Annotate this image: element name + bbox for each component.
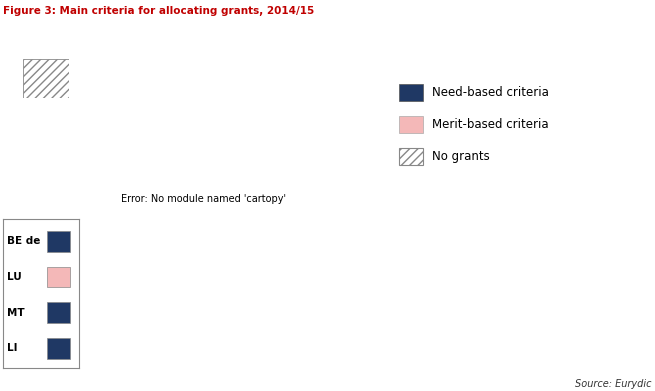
Bar xyxy=(47,267,69,287)
Text: LU: LU xyxy=(7,272,22,282)
Text: Figure 3: Main criteria for allocating grants, 2014/15: Figure 3: Main criteria for allocating g… xyxy=(3,6,314,16)
Legend: Need-based criteria, Merit-based criteria, No grants: Need-based criteria, Merit-based criteri… xyxy=(399,84,549,165)
Text: BE de: BE de xyxy=(7,236,41,246)
Text: LI: LI xyxy=(7,343,18,353)
Bar xyxy=(47,338,69,359)
Bar xyxy=(47,231,69,252)
Text: Source: Eurydic: Source: Eurydic xyxy=(575,379,652,389)
Bar xyxy=(47,302,69,323)
Text: MT: MT xyxy=(7,308,25,317)
Text: Error: No module named 'cartopy': Error: No module named 'cartopy' xyxy=(121,194,286,204)
